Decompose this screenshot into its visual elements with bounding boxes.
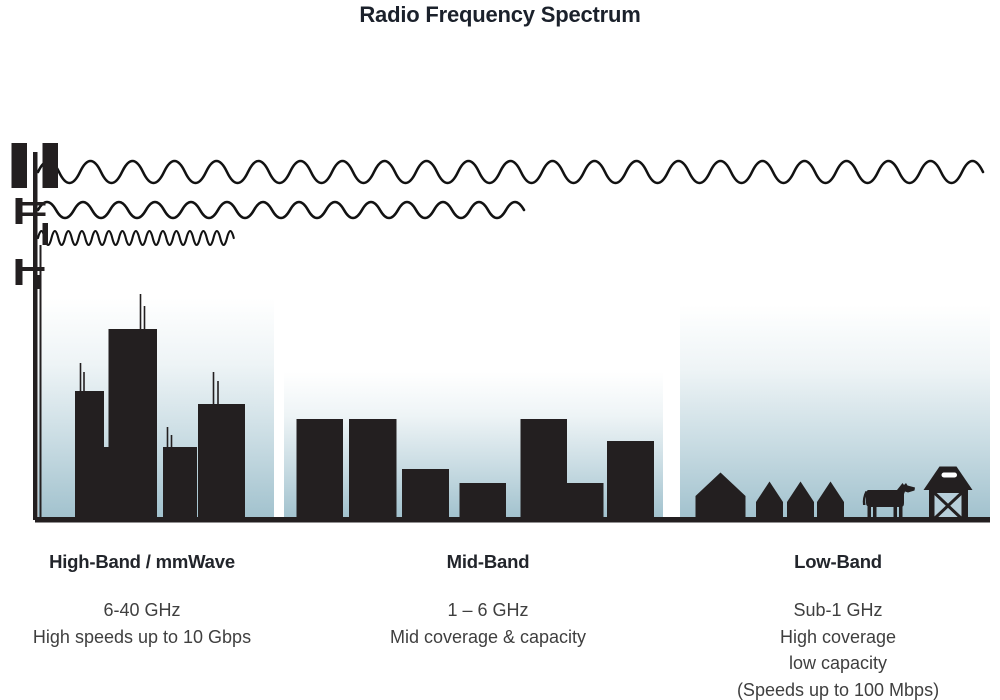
- band-detail-low-2: low capacity: [788, 653, 888, 673]
- barn-door: [933, 491, 963, 520]
- cow-icon: [862, 483, 915, 521]
- band-title-mid: Mid-Band: [446, 551, 530, 572]
- diagram-title: Radio Frequency Spectrum: [359, 2, 641, 27]
- band-title-low: Low-Band: [794, 551, 882, 572]
- city-skyline-icon: [75, 294, 245, 520]
- midrise-buildings-icon: [296, 419, 654, 520]
- band-frequency-high: 6-40 GHz: [103, 600, 181, 620]
- band-detail-high: High speeds up to 10 Gbps: [32, 626, 252, 647]
- band-detail-low-1: High coverage: [779, 626, 897, 647]
- barn-roof-vent: [941, 472, 957, 478]
- band-detail-low-3: (Speeds up to 100 Mbps): [736, 679, 940, 700]
- band-title-high: High-Band / mmWave: [49, 551, 235, 572]
- ground-line: [35, 517, 990, 523]
- rooftop-antennas: [79, 294, 219, 448]
- suburb-houses-icon: [695, 472, 844, 520]
- band-frequency-low: Sub-1 GHz: [793, 600, 883, 620]
- mid-band-label: Mid-Band 1 – 6 GHz Mid coverage & capaci…: [390, 551, 586, 650]
- band-frequency-mid: 1 – 6 GHz: [447, 600, 529, 620]
- cell-tower-icon: [11, 143, 58, 520]
- mid-wavelength-wave-icon: [36, 200, 526, 220]
- low-band-label: Low-Band Sub-1 GHz High coverage low cap…: [737, 551, 939, 700]
- barn-icon: [923, 466, 973, 520]
- long-wavelength-wave-icon: [36, 159, 985, 185]
- band-detail-mid: Mid coverage & capacity: [389, 626, 587, 647]
- short-wavelength-wave-icon: [36, 229, 235, 247]
- high-band-label: High-Band / mmWave 6-40 GHz High speeds …: [33, 551, 251, 650]
